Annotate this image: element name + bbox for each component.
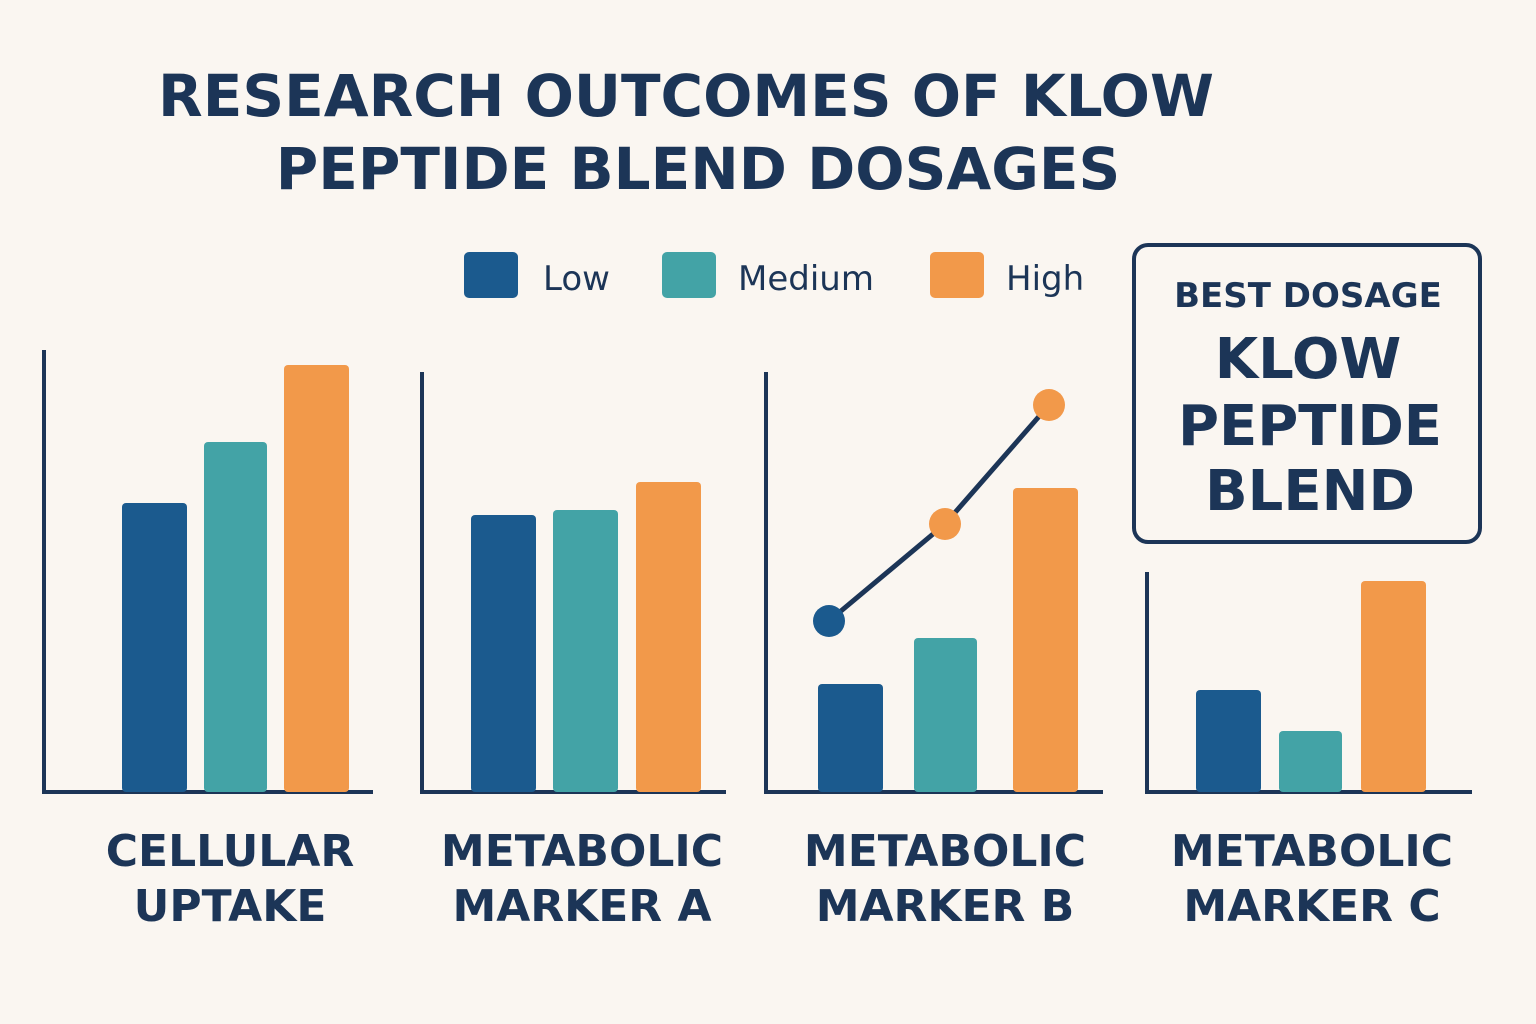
bar-high bbox=[636, 482, 701, 792]
legend-label-medium: Medium bbox=[738, 259, 874, 299]
bar-low bbox=[471, 515, 536, 792]
panel-label-line-2: UPTAKE bbox=[134, 881, 327, 932]
callout-line-2: PEPTIDE bbox=[1178, 394, 1442, 459]
trend-point-low bbox=[813, 605, 845, 637]
chart-title-line-2: PEPTIDE BLEND DOSAGES bbox=[276, 135, 1121, 203]
callout-line-1: KLOW bbox=[1215, 327, 1401, 392]
callout-heading: BEST DOSAGE bbox=[1174, 276, 1442, 316]
panel-label-line-1: METABOLIC bbox=[804, 826, 1086, 877]
bar-medium bbox=[204, 442, 267, 792]
legend-swatch-high bbox=[930, 252, 984, 298]
panel-axes bbox=[420, 372, 726, 794]
panel-label-line-1: METABOLIC bbox=[1171, 826, 1453, 877]
panel-label-line-2: MARKER A bbox=[452, 881, 711, 932]
best-dosage-callout: BEST DOSAGE KLOW PEPTIDE BLEND bbox=[1132, 243, 1482, 544]
panel-axes bbox=[1145, 572, 1472, 794]
panel-label-line-1: CELLULAR bbox=[106, 826, 355, 877]
legend-swatch-low bbox=[464, 252, 518, 298]
bar-low bbox=[122, 503, 187, 792]
bar-low bbox=[1196, 690, 1261, 792]
bar-low bbox=[818, 684, 883, 792]
panel-label-line-1: METABOLIC bbox=[441, 826, 723, 877]
panel-axes bbox=[42, 350, 373, 794]
bar-medium bbox=[914, 638, 977, 792]
legend-label-high: High bbox=[1006, 259, 1084, 299]
bar-medium bbox=[553, 510, 618, 792]
chart-title-line-1: RESEARCH OUTCOMES OF KLOW bbox=[158, 62, 1214, 130]
panel-axes bbox=[764, 372, 1103, 794]
bar-high bbox=[1013, 488, 1078, 792]
panel-label-line-2: MARKER C bbox=[1183, 881, 1440, 932]
legend: Low Medium High bbox=[464, 252, 1084, 299]
bar-medium bbox=[1279, 731, 1342, 792]
bar-high bbox=[1361, 581, 1426, 792]
legend-swatch-medium bbox=[662, 252, 716, 298]
trend-point-high bbox=[1033, 389, 1065, 421]
callout-line-3: BLEND bbox=[1205, 459, 1415, 524]
bar-high bbox=[284, 365, 349, 792]
trend-point-medium bbox=[929, 508, 961, 540]
callout-box bbox=[1132, 243, 1482, 544]
legend-label-low: Low bbox=[543, 259, 610, 299]
panel-label-line-2: MARKER B bbox=[816, 881, 1075, 932]
